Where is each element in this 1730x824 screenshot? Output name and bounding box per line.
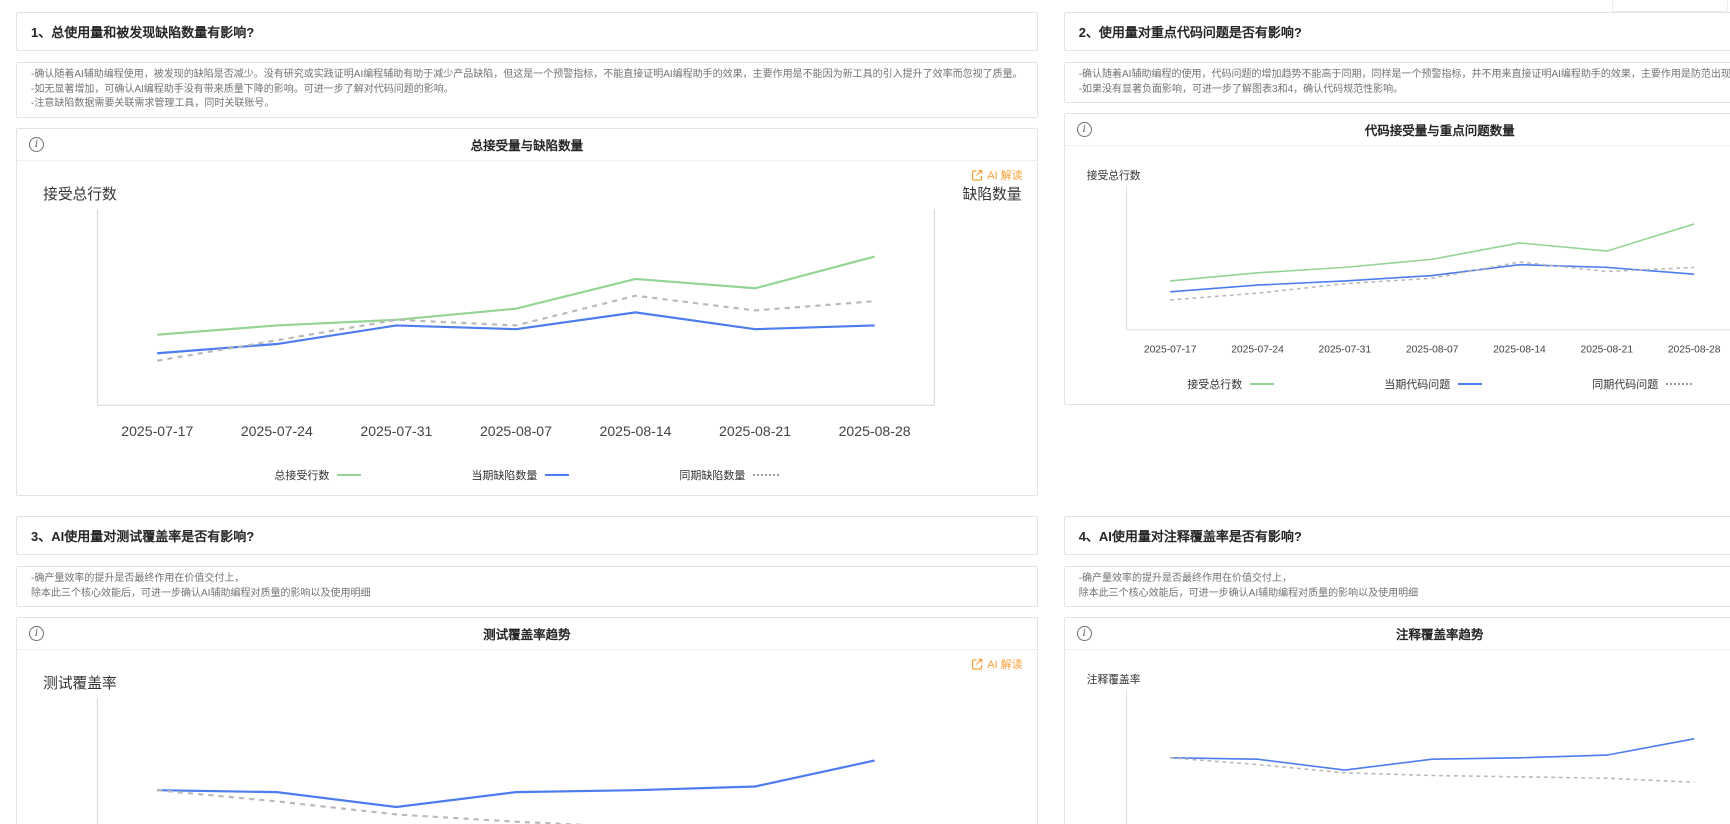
svg-text:2025-07-24: 2025-07-24 (241, 423, 313, 439)
chart-body: AI 解读 测试覆盖率2025-07-172025-07-242025-07-3… (17, 650, 1037, 824)
chart-title: 总接受量与缺陷数量 (470, 138, 584, 153)
chart-card: i 代码接受量与重点问题数量 AI 解读 接受总行数重点代码问题2025-07-… (1063, 113, 1730, 405)
chart-title: 注释覆盖率趋势 (1396, 628, 1484, 643)
svg-text:2025-08-21: 2025-08-21 (719, 423, 791, 439)
legend-item[interactable]: 同期代码问题 (1592, 376, 1693, 392)
legend-line-marker (1458, 382, 1483, 385)
question-description: -确认随着AI辅助编程的使用，代码问题的增加趋势不能高于同期，同样是一个预警指标… (1063, 62, 1730, 103)
chart-card: i 注释覆盖率趋势 AI 解读 注释覆盖率2025-07-172025-07-2… (1063, 617, 1730, 824)
svg-text:注释覆盖率: 注释覆盖率 (1086, 673, 1140, 686)
chart-title: 测试覆盖率趋势 (483, 628, 571, 643)
legend-dashed-marker (1666, 382, 1693, 385)
question-description: -确产量效率的提升是否最终作用在价值交付上， 除本此三个核心效能后，可进一步确认A… (16, 566, 1038, 608)
description-line: -如果没有显著负面影响，可进一步了解图表3和4，确认代码规范性影响。 (1078, 83, 1404, 95)
panel-question-3: 3、AI使用量对测试覆盖率是否有影响? -确产量效率的提升是否最终作用在价值交付… (16, 516, 1038, 824)
chart-header: i 代码接受量与重点问题数量 (1064, 114, 1730, 146)
svg-text:2025-08-21: 2025-08-21 (1580, 344, 1633, 355)
chart-header: i 注释覆盖率趋势 (1064, 618, 1730, 651)
chart-title: 代码接受量与重点问题数量 (1364, 124, 1515, 138)
description-line: -如无显著增加，可确认AI编程助手没有带来质量下降的影响。可进一步了解对代码问题… (31, 83, 454, 95)
svg-text:2025-07-17: 2025-07-17 (121, 423, 193, 439)
chart-legend: 总接受行数 当期缺陷数量 同期缺陷数量 (27, 465, 1027, 489)
question-title: 1、总使用量和被发现缺陷数量有影响? (16, 12, 1038, 51)
svg-text:2025-08-07: 2025-08-07 (1406, 344, 1459, 355)
svg-text:接受总行数: 接受总行数 (43, 185, 117, 202)
floating-toolbar-fragment (1612, 0, 1728, 12)
svg-text:2025-07-31: 2025-07-31 (360, 423, 432, 439)
line-chart: 接受总行数重点代码问题2025-07-172025-07-242025-07-3… (1075, 166, 1730, 374)
chart-body: AI 解读 接受总行数 缺陷数量 2025-07-17 2025-07-24 2025-… (17, 161, 1037, 496)
info-icon[interactable]: i (1076, 122, 1092, 137)
chart-card: i 测试覆盖率趋势 AI 解读 测试覆盖率2025-07-172025-07-2… (16, 617, 1038, 824)
svg-text:2025-07-24: 2025-07-24 (1231, 344, 1284, 355)
legend-item[interactable]: 当期缺陷数量 (471, 467, 570, 483)
ai-interpret-label: AI 解读 (987, 659, 1023, 672)
svg-text:2025-08-07: 2025-08-07 (480, 423, 552, 439)
svg-text:接受总行数: 接受总行数 (1086, 169, 1140, 182)
svg-text:2025-07-17: 2025-07-17 (1144, 344, 1197, 355)
description-line: 除本此三个核心效能后，可进一步确认AI辅助编程对质量的影响以及使用明细 (1078, 587, 1419, 599)
question-description: -确认随着AI辅助编程使用，被发现的缺陷是否减少。没有研究或实践证明AI编程辅助… (16, 62, 1038, 118)
line-chart: 测试覆盖率2025-07-172025-07-242025-07-312025-… (27, 670, 1027, 824)
question-title: 2、使用量对重点代码问题是否有影响? (1063, 12, 1730, 51)
question-title: 4、AI使用量对注释覆盖率是否有影响? (1063, 516, 1730, 556)
info-icon[interactable]: i (1076, 626, 1092, 642)
legend-item[interactable]: 接受总行数 (1187, 376, 1275, 392)
description-line: -确认随着AI辅助编程的使用，代码问题的增加趋势不能高于同期，同样是一个预警指标… (1078, 69, 1730, 80)
svg-text:2025-08-28: 2025-08-28 (1668, 344, 1721, 355)
panel-question-2: 2、使用量对重点代码问题是否有影响? -确认随着AI辅助编程的使用，代码问题的增… (1063, 12, 1730, 496)
description-line: -确认随着AI辅助编程使用，被发现的缺陷是否减少。没有研究或实践证明AI编程辅助… (31, 69, 1023, 80)
ai-interpret-button[interactable]: AI 解读 (971, 656, 1023, 672)
legend-line-marker (337, 474, 362, 477)
chart-header: i 测试覆盖率趋势 (17, 618, 1037, 651)
legend-label: 总接受行数 (274, 470, 330, 483)
legend-label: 同期缺陷数量 (679, 470, 746, 483)
legend-item[interactable]: 总接受行数 (274, 467, 362, 483)
svg-text:2025-08-14: 2025-08-14 (1493, 344, 1546, 355)
ai-interpret-icon (972, 169, 983, 181)
svg-text:缺陷数量: 缺陷数量 (963, 185, 1022, 202)
ai-interpret-icon (972, 658, 983, 670)
description-line: 除本此三个核心效能后，可进一步确认AI辅助编程对质量的影响以及使用明细 (31, 587, 371, 599)
ai-interpret-label: AI 解读 (987, 169, 1023, 182)
panel-question-4: 4、AI使用量对注释覆盖率是否有影响? -确产量效率的提升是否最终作用在价值交付… (1063, 516, 1730, 824)
question-title: 3、AI使用量对测试覆盖率是否有影响? (16, 516, 1038, 556)
svg-text:测试覆盖率: 测试覆盖率 (43, 675, 117, 692)
legend-line-marker (1250, 382, 1275, 385)
chart-card: i 总接受量与缺陷数量 AI 解读 接受总行数 缺陷数量 2025-07-17 202… (16, 127, 1038, 497)
description-line: -注意缺陷数据需要关联需求管理工具，同时关联账号。 (31, 98, 275, 109)
chart-header: i 总接受量与缺陷数量 (17, 129, 1037, 161)
legend-line-marker (545, 474, 570, 477)
legend-item[interactable]: 当期代码问题 (1384, 376, 1483, 392)
chart-body: AI 解读 注释覆盖率2025-07-172025-07-242025-07-3… (1065, 650, 1730, 824)
info-icon[interactable]: i (29, 626, 44, 642)
chart-body: AI 解读 接受总行数重点代码问题2025-07-172025-07-24202… (1065, 146, 1730, 404)
chart-legend: 接受总行数 当期代码问题 同期代码问题 (1075, 374, 1730, 398)
legend-label: 当期缺陷数量 (471, 470, 538, 483)
line-chart: 注释覆盖率2025-07-172025-07-242025-07-312025-… (1075, 670, 1730, 824)
svg-text:2025-08-14: 2025-08-14 (599, 423, 671, 439)
legend-label: 同期代码问题 (1592, 378, 1659, 391)
svg-text:2025-07-31: 2025-07-31 (1318, 344, 1371, 355)
legend-label: 接受总行数 (1187, 378, 1243, 391)
legend-item[interactable]: 同期缺陷数量 (679, 467, 780, 483)
question-description: -确产量效率的提升是否最终作用在价值交付上， 除本此三个核心效能后，可进一步确认A… (1063, 566, 1730, 608)
svg-text:2025-08-28: 2025-08-28 (839, 423, 911, 439)
info-icon[interactable]: i (29, 136, 44, 152)
legend-label: 当期代码问题 (1384, 378, 1451, 391)
description-line: -确产量效率的提升是否最终作用在价值交付上， (1078, 573, 1293, 585)
panel-question-1: 1、总使用量和被发现缺陷数量有影响? -确认随着AI辅助编程使用，被发现的缺陷是… (16, 12, 1038, 497)
line-chart: 接受总行数 缺陷数量 2025-07-17 2025-07-24 2025-07-31 2… (27, 181, 1027, 466)
description-line: -确产量效率的提升是否最终作用在价值交付上， (31, 573, 245, 585)
legend-dashed-marker (753, 474, 780, 477)
ai-interpret-button[interactable]: AI 解读 (971, 167, 1023, 183)
